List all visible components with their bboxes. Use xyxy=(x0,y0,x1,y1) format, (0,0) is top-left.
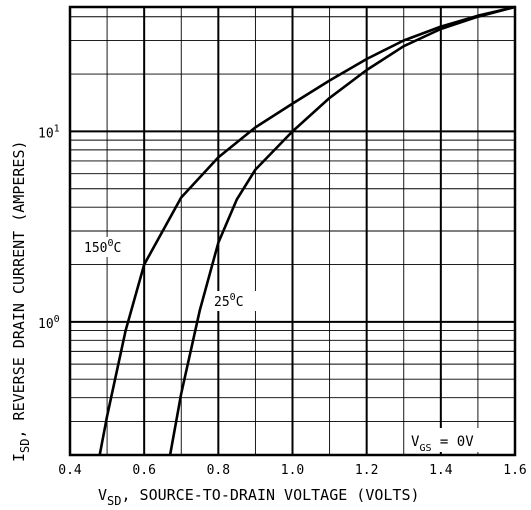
x-tick-label: 0.8 xyxy=(207,463,230,478)
y-tick-label: 101 xyxy=(38,123,60,141)
x-tick-label: 1.6 xyxy=(503,463,526,478)
x-tick-label: 1.4 xyxy=(429,463,453,478)
curves xyxy=(98,5,516,456)
plot-frame xyxy=(68,5,517,457)
plot-grid xyxy=(70,7,515,455)
label-150-bg xyxy=(80,237,130,257)
vgs-condition-label: VGS = 0V xyxy=(411,434,474,454)
y-tick-label: 100 xyxy=(38,314,60,332)
curve-25c xyxy=(168,5,516,456)
x-tick-labels: 0.4 0.6 0.8 1.0 1.2 1.4 1.6 xyxy=(58,463,526,478)
label-25c: 250C xyxy=(214,292,244,310)
label-150c: 1500C xyxy=(84,238,121,256)
x-tick-label: 0.6 xyxy=(132,463,155,478)
x-tick-label: 1.0 xyxy=(281,463,304,478)
label-25-bg xyxy=(210,291,256,311)
x-axis-title: VSD, SOURCE-TO-DRAIN VOLTAGE (VOLTS) xyxy=(98,486,420,508)
x-tick-label: 0.4 xyxy=(58,463,82,478)
vgs-condition-bg xyxy=(405,428,509,452)
y-axis-title: ISD, REVERSE DRAIN CURRENT (AMPERES) xyxy=(10,141,32,463)
x-tick-label: 1.2 xyxy=(355,463,378,478)
curve-150c xyxy=(98,5,516,456)
y-tick-labels: 100 101 xyxy=(38,123,60,331)
